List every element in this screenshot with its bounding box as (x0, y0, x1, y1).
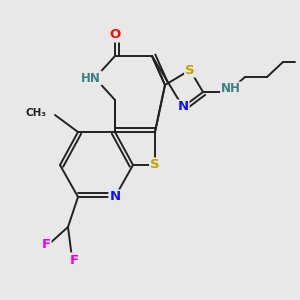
Text: F: F (41, 238, 51, 251)
Text: F: F (69, 254, 79, 266)
Text: S: S (185, 64, 195, 76)
Text: NH: NH (221, 82, 241, 95)
Text: O: O (110, 28, 121, 41)
Text: S: S (150, 158, 160, 172)
Text: HN: HN (81, 71, 101, 85)
Text: N: N (110, 190, 121, 203)
Text: CH₃: CH₃ (26, 108, 47, 118)
Text: N: N (177, 100, 189, 113)
